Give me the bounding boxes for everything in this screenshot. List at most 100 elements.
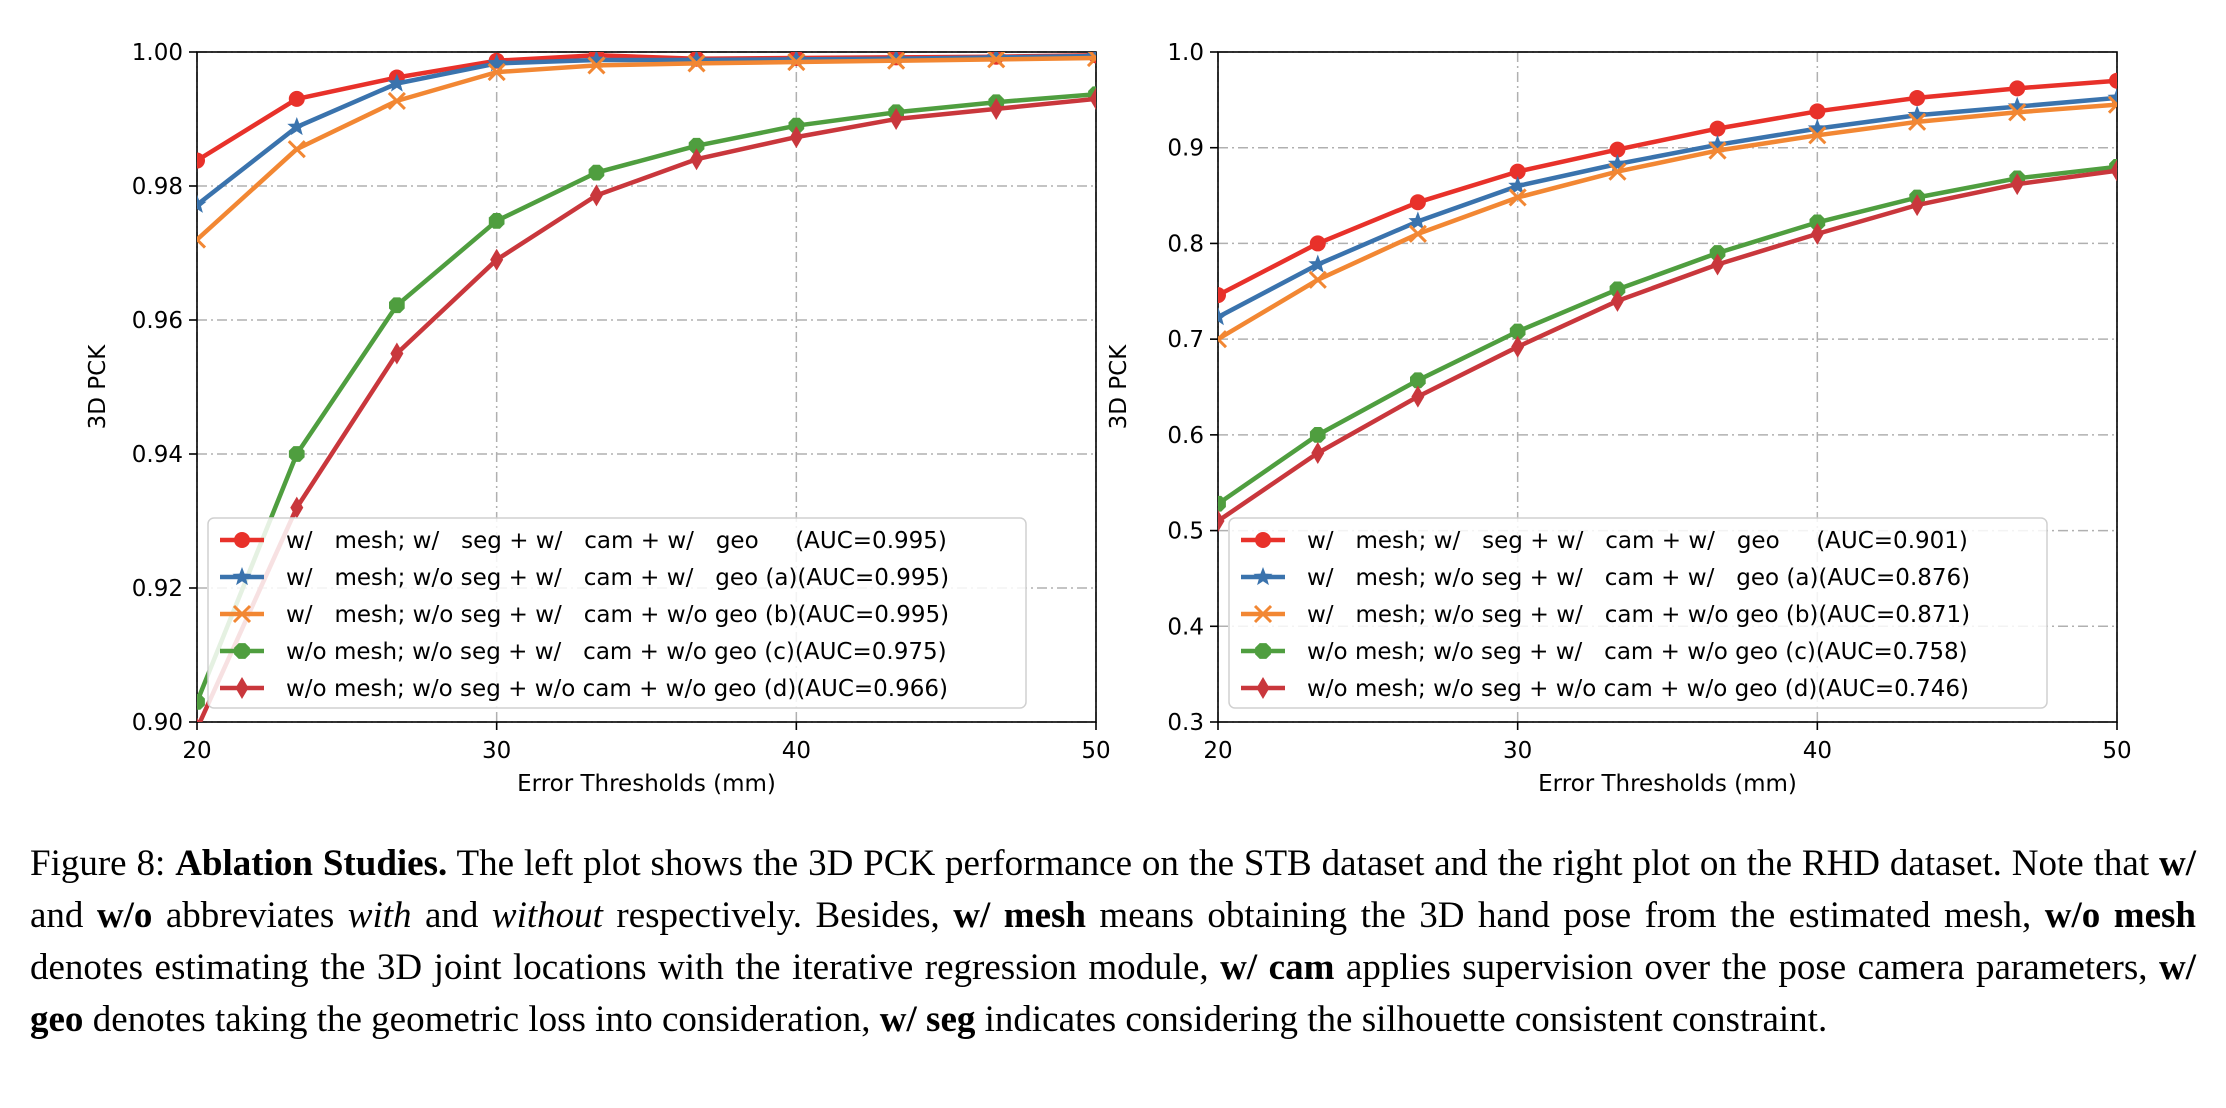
legend-marker [235,677,249,699]
y-tick-label: 0.90 [132,710,183,736]
data-point [690,148,704,171]
legend-marker [1255,532,1271,548]
y-tick-label: 0.96 [132,308,183,334]
legend-item: w/ mesh; w/o seg + w/ cam + w/ geo (a)(A… [1241,565,1970,591]
caption-text: respectively. Besides, [602,895,954,936]
y-tick-label: 0.9 [1167,136,1204,162]
data-point [588,164,605,181]
legend-label: w/o mesh; w/o seg + w/ cam + w/o geo (c)… [286,639,947,665]
rhd-pck-chart: 0.3 0.4 0.5 0.6 0.7 0.8 0.9 1.0 20 30 40 50 Error Th… [1106,40,2132,797]
series-line [197,91,1096,703]
legend-marker [1256,677,1270,699]
caption-bold: w/ seg [879,999,976,1040]
series-1 [197,52,1096,213]
x-axis-label: Error Thresholds (mm) [1538,771,1797,797]
legend-item: w/o mesh; w/o seg + w/ cam + w/o geo (c)… [220,639,947,665]
legend-box [1228,517,2048,709]
series-line [1218,95,2117,320]
legend: w/ mesh; w/ seg + w/ cam + w/ geo (AUC=0… [1228,517,2048,709]
caption-text: The left plot shows the 3D PCK performan… [447,843,2159,884]
stb-pck-chart: 0.90 0.92 0.94 0.96 0.98 1.00 20 30 40 50 Error Th… [85,40,1111,797]
data-point [1311,442,1325,465]
y-tick-label: 0.4 [1167,614,1204,640]
y-tick-label: 1.0 [1167,40,1204,66]
x-tick-label: 20 [182,738,211,764]
data-point [1218,307,1228,326]
data-point [688,137,705,154]
data-point [1508,176,1528,195]
data-point [2007,96,2027,115]
series-line [1218,102,2117,342]
caption-text: abbreviates [152,895,348,936]
caption-bold: w/o [96,895,153,936]
data-point [1308,254,1328,273]
x-tick-label: 20 [1203,738,1232,764]
series-line [197,55,1096,242]
legend-label: w/ mesh; w/o seg + w/ cam + w/ geo (a)(A… [286,565,949,591]
data-point [288,446,305,462]
legend-item: w/ mesh; w/o seg + w/ cam + w/o geo (b)(… [1241,602,1970,628]
data-point [1408,211,1428,230]
data-point [287,117,307,136]
y-axis-label: 3D PCK [1106,344,1132,430]
caption-text: denotes estimating the 3D joint location… [30,947,1221,988]
caption-bold: w/ [2159,843,2196,884]
legend-label: w/ mesh; w/ seg + w/ cam + w/ geo (AUC=0… [1307,528,1968,554]
y-tick-label: 0.98 [132,174,183,200]
x-tick-label: 30 [482,738,511,764]
data-point [1309,235,1326,252]
data-point [1907,105,1927,124]
caption-text: applies supervision over the pose camera… [1334,947,2160,988]
data-point [589,184,603,207]
data-point [787,52,806,72]
caption-bold: w/o mesh [2044,895,2196,936]
legend-item: w/ mesh; w/o seg + w/ cam + w/ geo (a)(A… [220,565,949,591]
data-point [1511,335,1525,358]
y-axis-label: 3D PCK [85,344,111,430]
data-point [1809,214,1826,231]
y-tick-label: 0.5 [1167,519,1204,545]
x-tick-label: 40 [1803,738,1832,764]
legend-label: w/o mesh; w/o seg + w/o cam + w/o geo (d… [1307,676,1969,702]
data-point [1308,270,1327,289]
data-point [1508,188,1527,207]
data-point [788,117,805,134]
data-point [389,297,405,314]
data-point [288,90,305,107]
plot-area [197,52,1096,722]
x-axis-label: Error Thresholds (mm) [517,771,776,797]
data-point [1607,154,1627,173]
legend-item: w/ mesh; w/ seg + w/ cam + w/ geo (AUC=0… [220,528,947,554]
y-tick-label: 0.92 [132,576,183,602]
y-tick-label: 1.00 [132,40,183,66]
data-point [2009,80,2026,97]
series-3 [1218,159,2117,512]
series-4 [197,87,1096,722]
data-point [2109,72,2117,89]
data-point [390,342,404,365]
data-point [1808,126,1827,145]
data-point [1709,245,1726,261]
data-point [1509,323,1526,340]
legend-marker [234,532,250,548]
data-point [1411,385,1425,408]
data-point [387,73,407,92]
series-line [1218,168,2117,523]
x-tick-label: 50 [1081,738,1110,764]
data-point [587,56,606,75]
data-point [887,52,906,70]
legend-marker [1255,643,1271,659]
caption-title: Ablation Studies. [175,843,448,884]
data-point [1708,134,1728,153]
caption-label: Figure 8: [30,843,176,884]
data-point [1609,141,1626,158]
legend-item: w/ mesh; w/o seg + w/ cam + w/o geo (b)(… [220,602,949,628]
data-point [1711,253,1725,276]
data-point [1408,224,1427,243]
data-point [487,63,506,82]
figure-caption: Figure 8: Ablation Studies. The left plo… [30,838,2196,1046]
y-tick-label: 0.7 [1167,327,1204,353]
series-2 [197,52,1096,249]
caption-text: indicates considering the silhouette con… [975,999,1828,1040]
caption-bold: w/ geo [30,947,2197,1040]
